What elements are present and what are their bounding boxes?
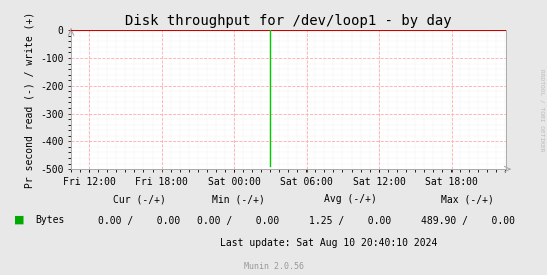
Text: 0.00 /    0.00: 0.00 / 0.00: [98, 216, 181, 226]
Text: Munin 2.0.56: Munin 2.0.56: [243, 262, 304, 271]
Text: Avg (-/+): Avg (-/+): [324, 194, 376, 204]
Y-axis label: Pr second read (-) / write (+): Pr second read (-) / write (+): [25, 12, 34, 188]
Text: 0.00 /    0.00: 0.00 / 0.00: [197, 216, 279, 226]
Text: Last update: Sat Aug 10 20:40:10 2024: Last update: Sat Aug 10 20:40:10 2024: [219, 238, 437, 248]
Text: Min (-/+): Min (-/+): [212, 194, 264, 204]
Text: Cur (-/+): Cur (-/+): [113, 194, 166, 204]
Title: Disk throughput for /dev/loop1 - by day: Disk throughput for /dev/loop1 - by day: [125, 14, 452, 28]
Text: RRDTOOL / TOBI OETIKER: RRDTOOL / TOBI OETIKER: [539, 69, 544, 151]
Text: 489.90 /    0.00: 489.90 / 0.00: [421, 216, 515, 226]
Text: Bytes: Bytes: [36, 215, 65, 225]
Text: ■: ■: [14, 215, 24, 225]
Text: 1.25 /    0.00: 1.25 / 0.00: [309, 216, 391, 226]
Text: Max (-/+): Max (-/+): [441, 194, 494, 204]
